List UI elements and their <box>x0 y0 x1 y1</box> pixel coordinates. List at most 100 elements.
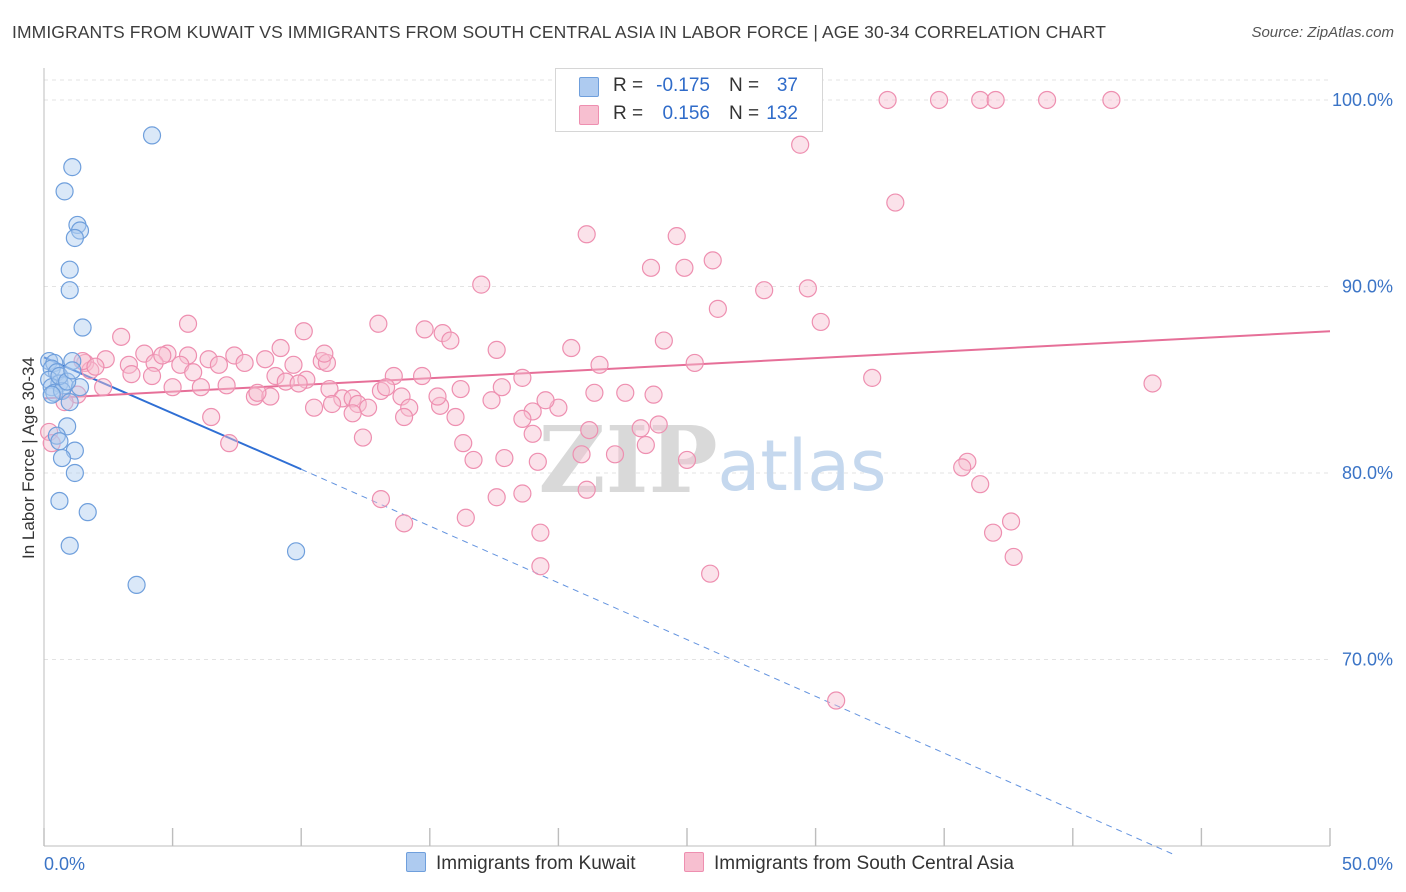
sca-point <box>636 435 655 455</box>
kuwait-point <box>60 260 79 279</box>
sca-point <box>86 357 105 376</box>
sca-point <box>482 391 501 410</box>
sca-point <box>590 355 609 374</box>
kuwait-point <box>60 536 79 555</box>
sca-point <box>675 258 694 277</box>
sca-point <box>531 557 550 576</box>
sca-swatch <box>579 105 599 125</box>
sca-point <box>191 378 210 397</box>
sca-point <box>986 90 1005 110</box>
sca-point <box>513 484 532 503</box>
sca-point <box>320 379 339 399</box>
legend-n-value: 37 <box>776 75 798 96</box>
chart-title: IMMIGRANTS FROM KUWAIT VS IMMIGRANTS FRO… <box>12 22 1107 42</box>
kuwait-points <box>40 126 306 594</box>
sca-point <box>209 355 228 374</box>
kuwait-point <box>73 318 92 337</box>
sca-point <box>1143 374 1162 393</box>
sca-point <box>585 383 604 402</box>
sca-point <box>343 404 362 423</box>
sca-point <box>523 424 542 443</box>
y-tick-label: 90.0% <box>1342 276 1393 296</box>
sca-point <box>315 344 334 363</box>
sca-point <box>827 691 846 710</box>
legend-row-kuwait: R = -0.175 N = 37 <box>556 73 822 101</box>
watermark-zip: ZIP <box>538 406 717 514</box>
sca-point <box>163 378 182 397</box>
sca-point <box>412 366 432 386</box>
sca-point <box>271 338 290 358</box>
x-tick-labels: 0.0% 50.0% <box>44 854 1393 874</box>
grid-lines <box>44 79 1330 660</box>
sca-point <box>708 299 727 318</box>
sca-point <box>495 448 514 468</box>
sca-point <box>394 514 414 533</box>
sca-point <box>1004 547 1023 567</box>
sca-point <box>562 338 581 358</box>
sca-point <box>654 331 673 350</box>
sca-point <box>122 365 141 384</box>
kuwait-legend-label: Immigrants from Kuwait <box>436 853 636 874</box>
legend-n-label: N = <box>729 103 760 124</box>
kuwait-point <box>78 503 97 522</box>
sca-point <box>953 458 972 477</box>
kuwait-point <box>286 542 306 561</box>
kuwait-point <box>127 575 146 594</box>
kuwait-legend-swatch <box>406 852 426 872</box>
sca-point <box>441 331 460 350</box>
sca-point <box>791 135 810 154</box>
sca-point <box>886 193 905 212</box>
sca-point <box>536 391 555 410</box>
sca-point <box>348 394 367 414</box>
sca-point <box>184 363 203 382</box>
kuwait-point <box>50 491 69 511</box>
kuwait-point <box>142 126 162 145</box>
sca-points <box>40 90 1162 710</box>
legend-r-label: R = <box>613 75 644 96</box>
sca-point <box>142 366 162 386</box>
sca-point <box>343 389 362 408</box>
sca-point <box>294 322 313 341</box>
kuwait-point <box>60 281 79 300</box>
sca-point <box>1102 90 1121 110</box>
sca-point <box>394 407 414 427</box>
sca-point <box>248 383 267 402</box>
sca-point <box>178 346 198 365</box>
sca-point <box>677 450 697 470</box>
kuwait-point <box>58 372 77 391</box>
sca-point <box>577 225 596 244</box>
sca-point <box>983 523 1003 542</box>
sca-legend-swatch <box>684 852 704 872</box>
sca-point <box>371 489 391 509</box>
watermark: ZIP atlas <box>538 406 886 514</box>
sca-point <box>798 279 817 298</box>
kuwait-point <box>63 158 82 177</box>
sca-point <box>641 258 661 277</box>
sca-point <box>1001 512 1021 531</box>
sca-point <box>487 488 506 507</box>
x-tick-label-min: 0.0% <box>44 854 85 874</box>
kuwait-point <box>65 228 84 248</box>
sca-point <box>513 409 532 429</box>
y-tick-labels: 70.0% 80.0% 90.0% 100.0% <box>1332 90 1393 670</box>
correlation-legend: R = -0.175 N = 37 R = 0.156 N = 132 <box>555 68 823 132</box>
bottom-legend-sca: Immigrants from South Central Asia <box>684 852 1014 875</box>
sca-legend-label: Immigrants from South Central Asia <box>714 853 1014 874</box>
sca-point <box>605 445 625 464</box>
sca-point <box>703 251 722 270</box>
kuwait-trend-line <box>43 356 302 471</box>
sca-point <box>358 398 378 417</box>
sca-point <box>1037 90 1057 110</box>
sca-point <box>112 327 131 346</box>
kuwait-point <box>60 393 79 412</box>
kuwait-point <box>63 361 82 380</box>
sca-point <box>454 434 473 453</box>
sca-point <box>217 376 236 395</box>
kuwait-point <box>65 463 84 483</box>
sca-point <box>755 281 774 300</box>
sca-point <box>220 434 239 453</box>
sca-point <box>863 368 882 387</box>
kuwait-point <box>50 432 69 451</box>
sca-point <box>577 480 596 499</box>
